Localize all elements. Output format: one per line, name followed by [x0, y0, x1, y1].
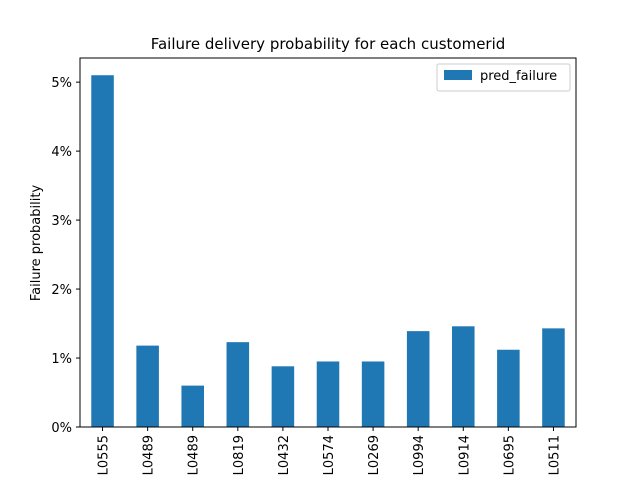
plot-frame	[79, 57, 577, 428]
y-tick-label: 5%	[51, 76, 72, 91]
x-tick-label: L0489	[187, 435, 202, 475]
y-axis-label: Failure probability	[29, 185, 44, 302]
x-tick-label: L0819	[232, 435, 247, 475]
x-tick-label: L0555	[97, 435, 112, 475]
bar-6	[361, 361, 385, 427]
y-tick-label: 3%	[51, 214, 72, 229]
y-axis-ticks: 0% 1% 2% 3% 4% 5%	[51, 76, 80, 436]
bar-7	[406, 331, 430, 427]
bar-5	[316, 361, 340, 427]
bar-8	[452, 326, 475, 427]
legend: pred_failure	[436, 63, 571, 92]
bar-10	[542, 328, 565, 427]
x-tick-label: L0574	[322, 435, 337, 475]
x-tick-label: L0695	[502, 435, 517, 475]
bar-4	[271, 366, 295, 427]
x-tick-label: L0511	[547, 435, 562, 475]
x-axis-ticks: L0555 L0489 L0489 L0819 L0432 L0574 L0269 L0994…	[97, 427, 562, 475]
y-tick-label: 0%	[51, 421, 72, 436]
bar-3	[226, 342, 250, 427]
bar-9	[497, 349, 520, 427]
legend-label: pred_failure	[480, 69, 557, 84]
y-tick-label: 2%	[51, 283, 72, 298]
y-tick-label: 4%	[51, 145, 72, 160]
legend-swatch	[444, 70, 472, 80]
bar-2	[181, 385, 204, 427]
chart-title: Failure delivery probability for each cu…	[151, 35, 506, 53]
x-tick-label: L0914	[457, 435, 472, 475]
bars-group	[91, 75, 565, 428]
y-tick-label: 1%	[51, 352, 72, 367]
bar-1	[136, 345, 159, 427]
x-tick-label: L0269	[367, 435, 382, 475]
x-tick-label: L0432	[277, 435, 292, 475]
bar-0	[91, 75, 114, 428]
x-tick-label: L0489	[142, 435, 157, 475]
x-tick-label: L0994	[412, 435, 427, 475]
